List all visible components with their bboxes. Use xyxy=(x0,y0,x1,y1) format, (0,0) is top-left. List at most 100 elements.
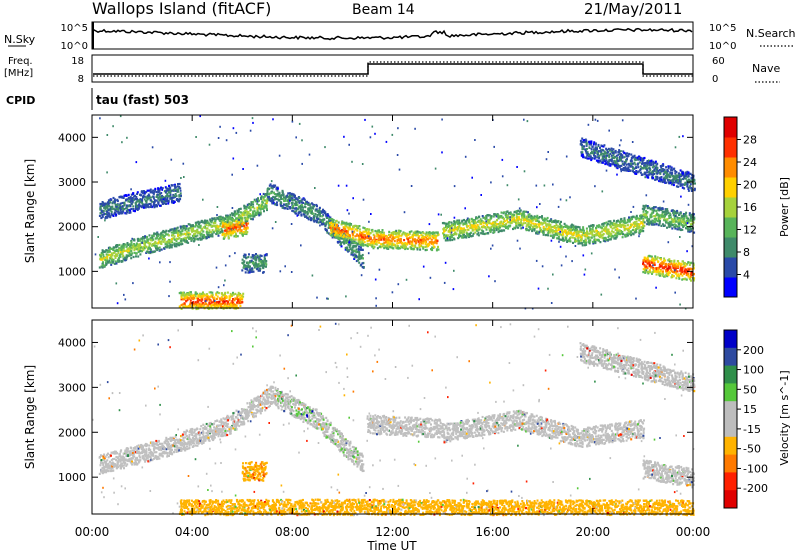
echo-cell xyxy=(678,225,680,228)
echo-cell xyxy=(608,238,611,241)
echo-cell xyxy=(527,214,530,217)
echo-cell xyxy=(515,213,518,216)
echo-cell xyxy=(586,234,589,238)
echo-cell xyxy=(299,205,302,209)
echo-cell xyxy=(490,215,493,218)
echo-cell xyxy=(606,223,609,226)
echo-cell xyxy=(247,214,250,217)
echo-cell xyxy=(245,207,248,210)
echo-cell xyxy=(420,239,423,242)
echo-cell xyxy=(196,221,199,224)
echo-cell xyxy=(271,197,274,200)
echo-cell xyxy=(142,246,145,249)
echo-cell xyxy=(162,235,165,239)
echo-cell xyxy=(599,236,601,239)
echo-cell xyxy=(427,238,429,241)
echo-cell xyxy=(519,209,522,212)
echo-cell xyxy=(666,218,669,221)
echo-cell xyxy=(636,224,639,227)
echo-cell xyxy=(180,232,183,235)
echo-cell xyxy=(262,207,265,210)
echo-cell xyxy=(387,238,390,242)
echo-cell xyxy=(127,254,130,257)
echo-cell xyxy=(425,233,428,236)
echo-cell xyxy=(542,222,544,225)
echo-cell xyxy=(205,220,208,223)
echo-cell xyxy=(296,198,299,201)
echo-cell xyxy=(346,248,349,251)
echo-cell xyxy=(197,220,200,223)
echo-cell xyxy=(163,230,166,233)
echo-cell xyxy=(660,258,663,261)
nsky-panel: N.Sky 10^5 10^0 10^5 10^0 N.Search xyxy=(4,21,796,52)
echo-cell xyxy=(633,221,636,224)
echo-cell xyxy=(378,234,381,237)
echo-cell xyxy=(344,223,347,226)
echo-cell xyxy=(303,198,306,201)
echo-cell xyxy=(670,276,673,279)
echo-cell xyxy=(408,230,411,234)
echo-cell xyxy=(592,242,595,245)
freq-tick-bottom: 8 xyxy=(78,74,84,85)
echo-cell xyxy=(478,215,481,218)
echo-cell xyxy=(455,226,458,229)
echo-cell xyxy=(426,234,429,238)
echo-cell xyxy=(580,230,583,233)
echo-cell xyxy=(336,229,339,232)
echo-cell xyxy=(173,238,176,241)
echo-cell xyxy=(640,230,643,233)
echo-cell xyxy=(530,214,533,217)
echo-cell xyxy=(144,235,147,238)
echo-cell xyxy=(653,223,656,226)
echo-cell xyxy=(658,257,661,260)
echo-cell xyxy=(665,166,668,169)
echo-cell xyxy=(647,270,650,273)
echo-cell xyxy=(358,235,361,238)
echo-cell xyxy=(619,221,621,224)
echo-cell xyxy=(649,266,652,269)
echo-cell xyxy=(389,242,392,245)
echo-cell xyxy=(294,194,296,197)
echo-cell xyxy=(149,250,152,253)
echo-cell xyxy=(670,167,673,170)
echo-cell xyxy=(162,240,165,243)
echo-cell xyxy=(588,240,591,243)
echo-cell xyxy=(622,233,624,236)
echo-cell xyxy=(218,219,221,222)
echo-cell xyxy=(206,227,209,230)
echo-cell xyxy=(687,261,690,264)
echo-cell xyxy=(354,224,357,227)
echo-cell xyxy=(693,189,696,192)
nave-tick-bottom: 0 xyxy=(712,74,718,85)
echo-cell xyxy=(183,226,186,229)
echo-cell xyxy=(315,208,318,211)
echo-cell xyxy=(149,247,151,250)
echo-cell xyxy=(604,227,607,230)
echo-cell xyxy=(692,267,695,270)
echo-cell xyxy=(639,228,642,231)
echo-cell xyxy=(667,263,670,266)
echo-cell xyxy=(330,234,333,237)
echo-cell xyxy=(281,189,284,192)
echo-cell xyxy=(637,227,640,230)
echo-cell xyxy=(560,227,563,230)
echo-cell xyxy=(123,249,126,252)
echo-cell xyxy=(402,231,405,234)
echo-cell xyxy=(242,221,245,224)
echo-cell xyxy=(553,226,556,230)
echo-cell xyxy=(141,237,144,240)
echo-cell xyxy=(545,225,548,228)
echo-cell xyxy=(368,243,371,246)
echo-cell xyxy=(677,265,679,268)
echo-cell xyxy=(571,236,574,239)
echo-cell xyxy=(153,250,155,253)
echo-cell xyxy=(576,228,579,231)
echo-cell xyxy=(244,232,247,235)
echo-cell xyxy=(146,235,149,239)
echo-cell xyxy=(179,227,182,230)
echo-cell xyxy=(230,227,232,231)
echo-cell xyxy=(646,217,649,220)
echo-cell xyxy=(612,151,614,154)
echo-cell xyxy=(265,206,268,209)
